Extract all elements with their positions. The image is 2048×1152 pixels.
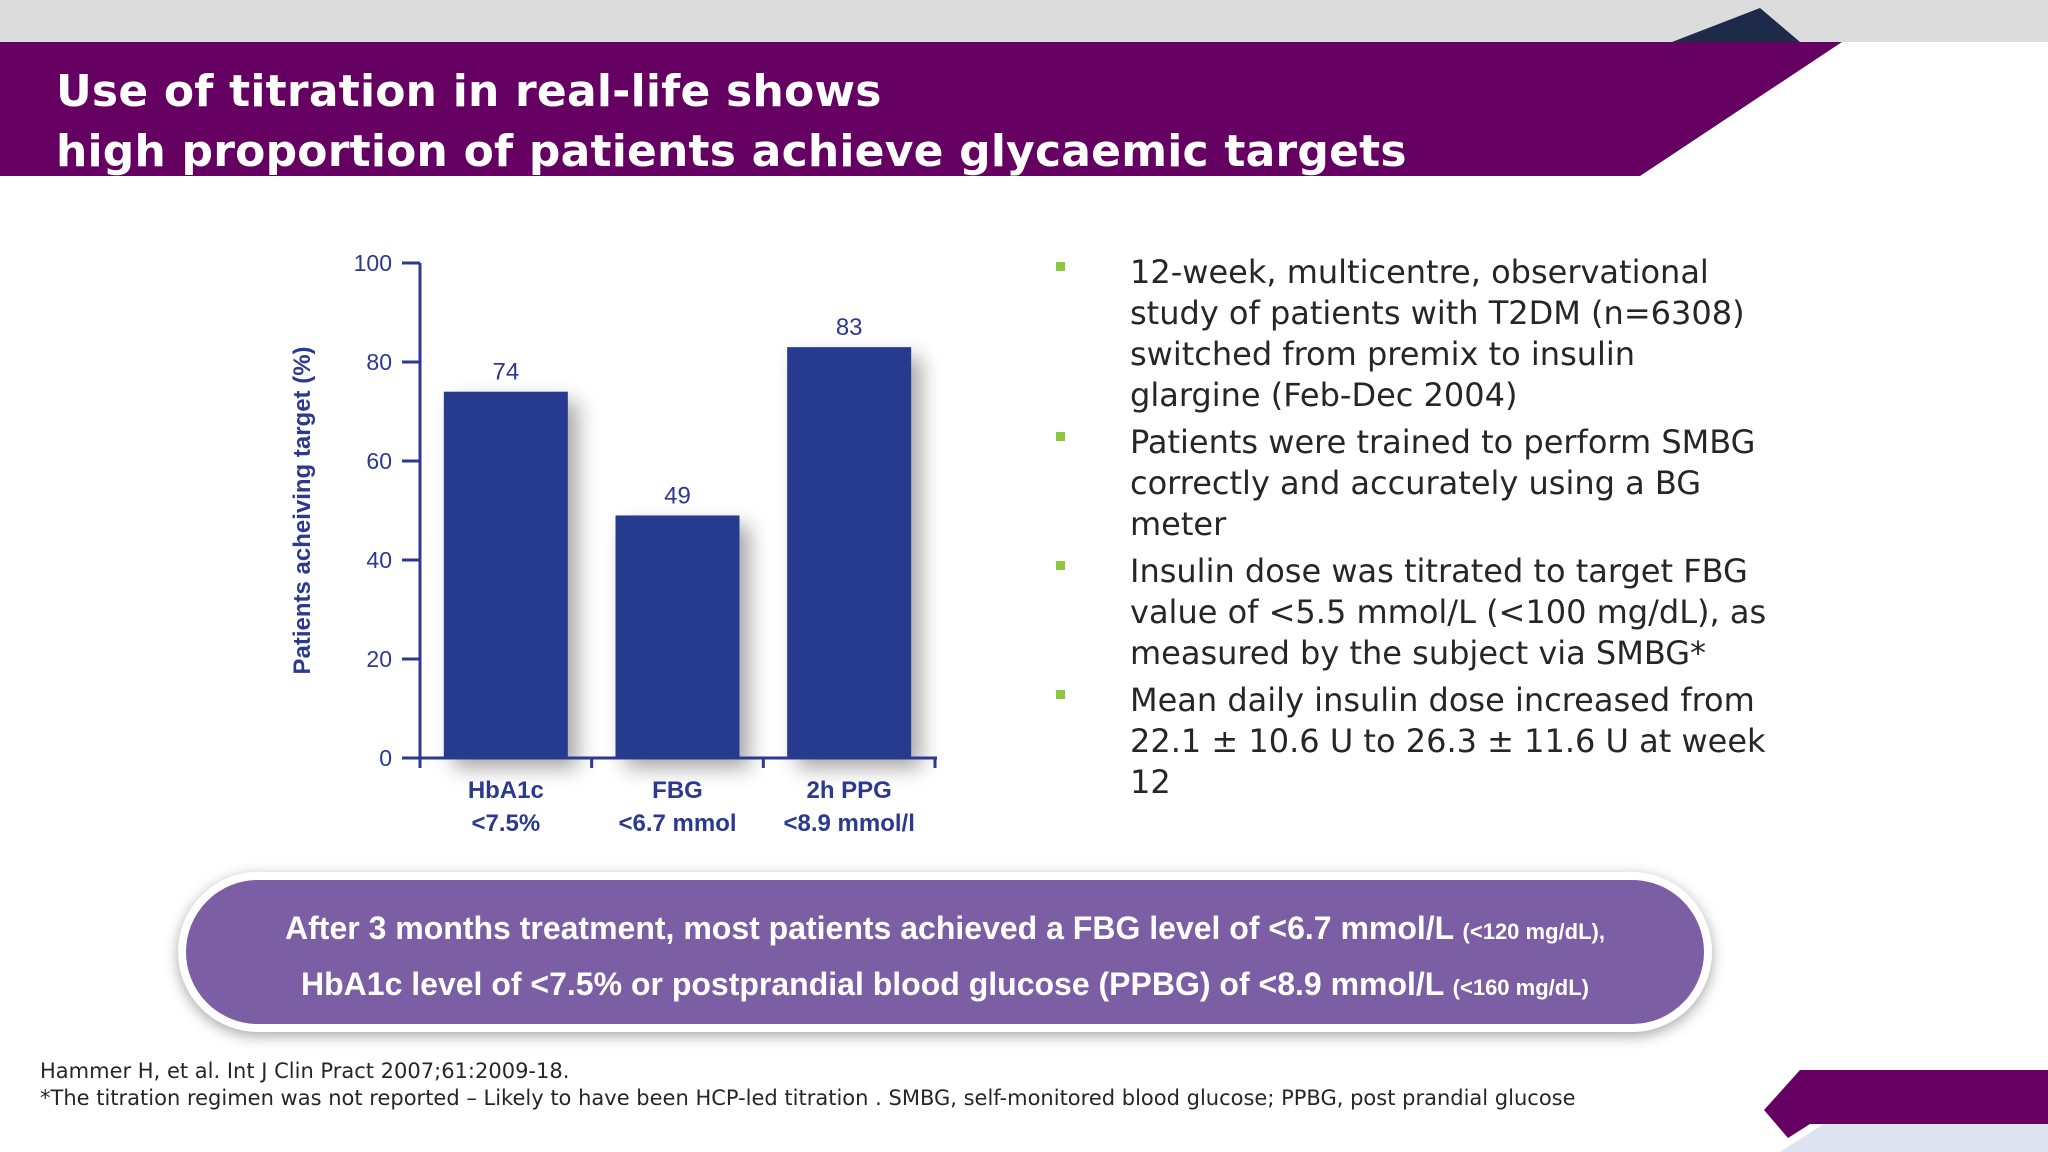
callout-line-1: After 3 months treatment, most patients … — [186, 910, 1704, 947]
x-tick-label: FBG — [652, 777, 703, 804]
callout-line-1-unit: (<120 mg/dL), — [1462, 919, 1605, 944]
callout-line-2: HbA1c level of <7.5% or postprandial blo… — [186, 966, 1704, 1003]
bullet-text: 12-week, multicentre, observational stud… — [1130, 253, 1745, 414]
bullet-item: Patients were trained to perform SMBG co… — [1050, 422, 1770, 545]
citation: Hammer H, et al. Int J Clin Pract 2007;6… — [40, 1059, 570, 1083]
callout-line-2-main: HbA1c level of <7.5% or postprandial blo… — [301, 966, 1444, 1002]
bar-value-label: 49 — [664, 482, 691, 509]
title-line-1: Use of titration in real-life shows — [56, 66, 882, 117]
corner-purple-shape — [1764, 1070, 2048, 1138]
y-tick-label: 20 — [366, 646, 392, 672]
y-tick-label: 60 — [366, 448, 392, 474]
banner-shape — [0, 42, 1842, 176]
key-finding-callout: After 3 months treatment, most patients … — [178, 872, 1712, 1032]
x-tick-label: HbA1c — [468, 777, 544, 804]
bar-0 — [443, 391, 568, 758]
title-line-2: high proportion of patients achieve glyc… — [56, 126, 1407, 177]
bar-1 — [615, 515, 740, 758]
bullet-marker-icon — [1056, 561, 1065, 570]
bullet-marker-icon — [1056, 432, 1065, 441]
bullet-list: 12-week, multicentre, observational stud… — [1050, 252, 1770, 809]
corner-light-shape — [1780, 1120, 2048, 1152]
y-tick-label: 0 — [379, 745, 392, 771]
bullet-text: Patients were trained to perform SMBG co… — [1130, 423, 1756, 543]
bullet-marker-icon — [1056, 690, 1065, 699]
y-axis-title: Patients acheiving target (%) — [289, 346, 316, 674]
y-tick-label: 100 — [354, 250, 392, 276]
bar-value-label: 83 — [836, 314, 863, 341]
callout-line-2-unit: (<160 mg/dL) — [1452, 975, 1589, 1000]
bar-value-label: 74 — [492, 359, 519, 386]
references: Hammer H, et al. Int J Clin Pract 2007;6… — [40, 1058, 1600, 1112]
banner-dark-accent — [1672, 8, 1800, 42]
title-banner — [0, 8, 1842, 176]
callout-line-1-main: After 3 months treatment, most patients … — [285, 910, 1454, 946]
bullet-item: Mean daily insulin dose increased from 2… — [1050, 680, 1770, 803]
x-tick-label: <8.9 mmol/l — [783, 810, 914, 837]
x-tick-label: <7.5% — [471, 810, 540, 837]
y-tick-label: 80 — [366, 349, 392, 375]
bullet-text: Mean daily insulin dose increased from 2… — [1130, 681, 1766, 801]
bullet-text: Insulin dose was titrated to target FBG … — [1130, 552, 1767, 672]
bullet-marker-icon — [1056, 262, 1065, 271]
y-tick-label: 40 — [366, 547, 392, 573]
corner-decoration — [1764, 1070, 2048, 1152]
bar-2 — [787, 347, 912, 758]
x-tick-label: 2h PPG — [806, 777, 891, 804]
bullet-item: 12-week, multicentre, observational stud… — [1050, 252, 1770, 416]
x-tick-label: <6.7 mmol — [618, 810, 736, 837]
footnote: *The titration regimen was not reported … — [40, 1086, 1576, 1110]
bar-chart: 74 HbA1c <7.5% 49 FBG <6.7 mmol 83 2h PPG <8.9 m… — [289, 250, 937, 837]
page-title: Use of titration in real-life shows high… — [56, 62, 1407, 182]
bullet-item: Insulin dose was titrated to target FBG … — [1050, 551, 1770, 674]
